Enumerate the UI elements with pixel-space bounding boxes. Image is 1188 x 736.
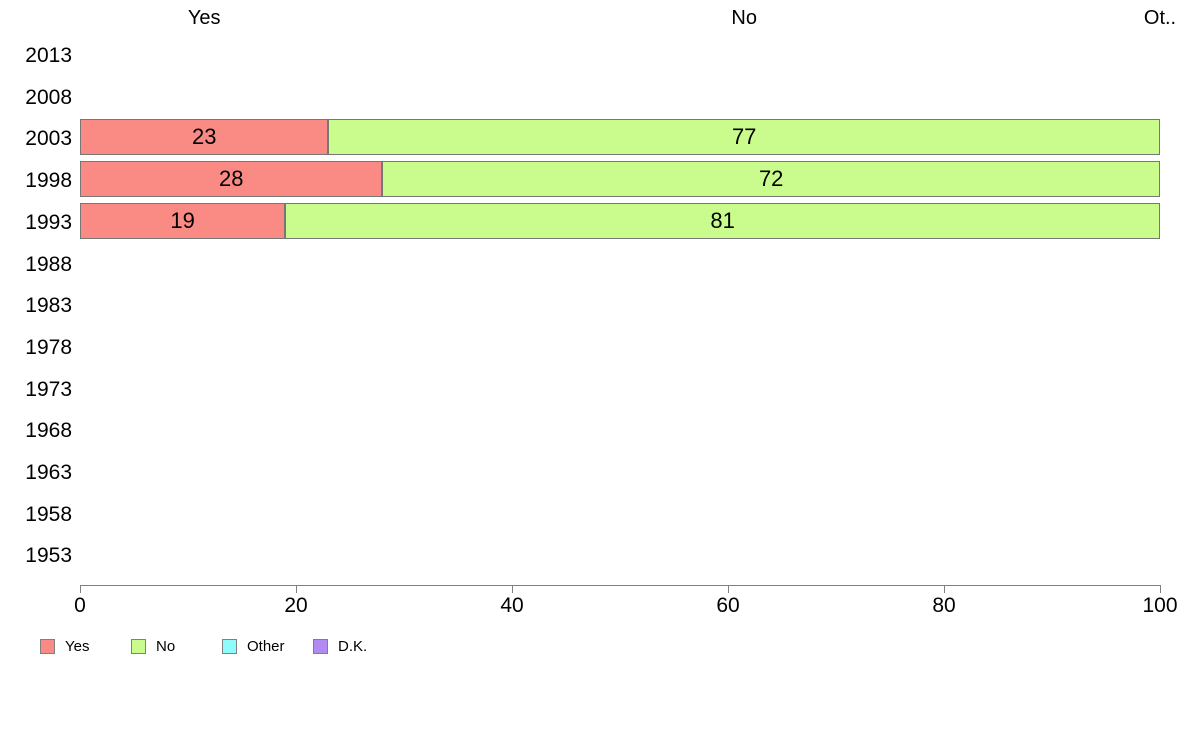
legend-label: Yes <box>65 638 90 655</box>
legend-item-d-k[interactable]: D.K. <box>313 638 367 655</box>
y-axis-label-2008: 2008 <box>25 85 72 109</box>
y-axis-label-1963: 1963 <box>25 461 72 484</box>
legend-label: D.K. <box>338 638 368 655</box>
x-axis-tick <box>80 585 81 593</box>
bar-segment-yes-1993[interactable]: 19 <box>80 202 286 239</box>
y-axis-label-1983: 1983 <box>25 294 72 318</box>
bar-value-label: 23 <box>191 124 217 150</box>
legend-swatch-yes-icon <box>40 639 55 654</box>
bar-value-label: 81 <box>710 207 735 233</box>
legend-swatch-other-icon <box>222 639 237 654</box>
y-axis-label-2013: 2013 <box>25 44 72 67</box>
y-axis-label-1953: 1953 <box>25 544 72 568</box>
legend-swatch-d-k-icon <box>313 639 328 654</box>
bar-segment-no-1998[interactable]: 72 <box>382 161 1160 198</box>
column-header-yes: Yes <box>187 7 221 29</box>
x-axis-line <box>80 585 1160 586</box>
y-axis-label-1973: 1973 <box>25 377 72 401</box>
x-axis-tick <box>728 585 729 593</box>
x-axis-tick-label: 40 <box>500 594 524 617</box>
legend-swatch-no-icon <box>131 639 146 654</box>
legend-item-yes[interactable]: Yes <box>40 638 131 655</box>
x-axis-tick-label: 80 <box>932 594 956 617</box>
bar-segment-no-2003[interactable]: 77 <box>328 119 1160 156</box>
x-axis-tick-label: 20 <box>284 594 308 617</box>
y-axis-label-2003: 2003 <box>25 127 72 151</box>
bar-value-label: 19 <box>170 207 195 233</box>
x-axis-tick-label: 60 <box>716 594 740 617</box>
legend-label: Other <box>247 638 285 655</box>
y-axis-label-1998: 1998 <box>25 169 72 193</box>
x-axis-tick <box>1160 585 1161 593</box>
x-axis-tick <box>512 585 513 593</box>
column-header-ot: Ot.. <box>1143 7 1177 29</box>
y-axis-label-1968: 1968 <box>25 419 72 443</box>
x-axis-tick-label: 100 <box>1142 594 1178 617</box>
bar-segment-yes-2003[interactable]: 23 <box>80 119 329 156</box>
y-axis-label-1993: 1993 <box>25 210 72 234</box>
bar-segment-no-1993[interactable]: 81 <box>285 202 1160 239</box>
legend-item-no[interactable]: No <box>131 638 222 655</box>
legend-item-other[interactable]: Other <box>222 638 313 655</box>
y-axis-label-1978: 1978 <box>25 335 72 359</box>
x-axis-tick <box>944 585 945 593</box>
y-axis-label-1988: 1988 <box>25 252 72 276</box>
y-axis-label-1958: 1958 <box>25 502 72 526</box>
bar-value-label: 28 <box>218 166 244 192</box>
legend: Yes No Other D.K. <box>40 638 367 655</box>
x-axis-tick <box>296 585 297 593</box>
column-header-no: No <box>731 7 757 29</box>
legend-label: No <box>156 638 176 655</box>
bar-value-label: 72 <box>758 166 784 192</box>
x-axis-tick-label: 0 <box>74 594 86 617</box>
bar-segment-yes-1998[interactable]: 28 <box>80 161 383 198</box>
bar-value-label: 77 <box>731 124 757 150</box>
